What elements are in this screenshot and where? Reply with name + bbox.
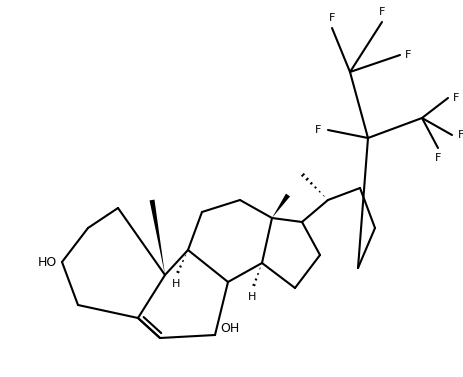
Polygon shape xyxy=(149,199,165,275)
Text: F: F xyxy=(378,7,384,17)
Polygon shape xyxy=(271,193,289,218)
Text: H: H xyxy=(247,292,256,302)
Text: F: F xyxy=(434,153,440,163)
Text: HO: HO xyxy=(38,256,57,268)
Text: F: F xyxy=(452,93,458,103)
Text: F: F xyxy=(314,125,320,135)
Text: OH: OH xyxy=(219,322,239,336)
Text: F: F xyxy=(328,13,334,23)
Text: F: F xyxy=(404,50,411,60)
Text: H: H xyxy=(171,279,180,289)
Text: F: F xyxy=(457,130,463,140)
